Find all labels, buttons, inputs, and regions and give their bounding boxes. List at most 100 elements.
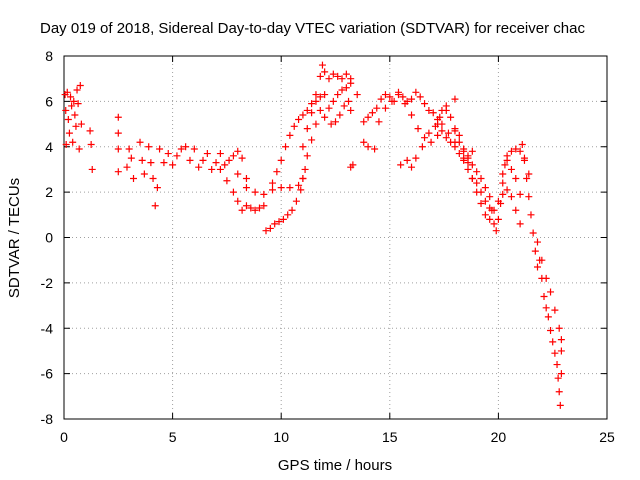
data-point bbox=[269, 186, 277, 194]
data-point bbox=[251, 206, 259, 214]
data-point bbox=[234, 170, 242, 178]
data-point bbox=[447, 138, 455, 146]
data-point bbox=[149, 175, 157, 183]
data-point bbox=[442, 106, 450, 114]
data-point bbox=[553, 361, 561, 369]
data-point bbox=[266, 224, 274, 232]
data-point bbox=[273, 168, 281, 176]
data-point bbox=[492, 227, 500, 235]
data-point bbox=[238, 206, 246, 214]
data-point bbox=[557, 370, 565, 378]
data-point bbox=[67, 93, 75, 101]
data-point bbox=[247, 204, 255, 212]
data-point bbox=[444, 129, 452, 137]
data-point bbox=[160, 159, 168, 167]
data-point bbox=[269, 179, 277, 187]
data-point bbox=[547, 288, 555, 296]
data-point bbox=[464, 165, 472, 173]
data-point bbox=[229, 188, 237, 196]
data-point bbox=[114, 113, 122, 121]
data-point bbox=[455, 138, 463, 146]
data-point bbox=[71, 111, 79, 119]
data-point bbox=[371, 145, 379, 153]
data-point bbox=[501, 161, 509, 169]
data-point bbox=[399, 93, 407, 101]
data-point bbox=[477, 188, 485, 196]
data-point bbox=[364, 143, 372, 151]
data-point bbox=[551, 349, 559, 357]
data-point bbox=[284, 211, 292, 219]
data-point bbox=[125, 145, 133, 153]
data-point bbox=[540, 292, 548, 300]
data-point bbox=[527, 211, 535, 219]
x-tick-label: 25 bbox=[599, 429, 615, 445]
data-point bbox=[375, 118, 383, 126]
data-point bbox=[408, 163, 416, 171]
x-tick-label: 5 bbox=[169, 429, 177, 445]
data-points bbox=[61, 61, 565, 409]
y-tick-label: 2 bbox=[45, 184, 53, 200]
data-point bbox=[555, 324, 563, 332]
data-point bbox=[551, 306, 559, 314]
data-point bbox=[70, 97, 78, 105]
data-point bbox=[507, 165, 515, 173]
data-point bbox=[169, 161, 177, 169]
data-point bbox=[334, 91, 342, 99]
data-point bbox=[303, 152, 311, 160]
data-point bbox=[512, 175, 520, 183]
data-point bbox=[381, 91, 389, 99]
data-point bbox=[242, 202, 250, 210]
data-point bbox=[394, 91, 402, 99]
y-tick-label: 0 bbox=[45, 230, 53, 246]
data-point bbox=[271, 220, 279, 228]
data-point bbox=[288, 206, 296, 214]
data-point bbox=[316, 72, 324, 80]
y-tick-label: -4 bbox=[41, 320, 54, 336]
data-point bbox=[481, 197, 489, 205]
data-point bbox=[195, 163, 203, 171]
data-point bbox=[421, 100, 429, 108]
data-point bbox=[481, 211, 489, 219]
data-point bbox=[251, 188, 259, 196]
data-point bbox=[138, 156, 146, 164]
data-point bbox=[386, 93, 394, 101]
data-point bbox=[434, 131, 442, 139]
data-point bbox=[542, 274, 550, 282]
data-point bbox=[544, 313, 552, 321]
data-point bbox=[455, 150, 463, 158]
data-point bbox=[364, 113, 372, 121]
data-point bbox=[416, 93, 424, 101]
data-point bbox=[347, 79, 355, 87]
data-point bbox=[425, 106, 433, 114]
data-point bbox=[136, 138, 144, 146]
data-point bbox=[338, 86, 346, 94]
data-point bbox=[130, 175, 138, 183]
data-point bbox=[68, 102, 76, 110]
data-point bbox=[436, 113, 444, 121]
data-point bbox=[62, 106, 70, 114]
data-point bbox=[123, 163, 131, 171]
data-point bbox=[529, 229, 537, 237]
data-point bbox=[425, 129, 433, 137]
data-point bbox=[140, 170, 148, 178]
data-point bbox=[64, 116, 72, 124]
data-point bbox=[429, 109, 437, 117]
data-point bbox=[225, 156, 233, 164]
data-point bbox=[460, 147, 468, 155]
x-axis-label: GPS time / hours bbox=[278, 457, 392, 474]
data-point bbox=[373, 104, 381, 112]
data-point bbox=[242, 184, 250, 192]
data-point bbox=[342, 84, 350, 92]
data-point bbox=[554, 374, 562, 382]
data-point bbox=[114, 168, 122, 176]
data-point bbox=[360, 138, 368, 146]
data-point bbox=[145, 143, 153, 151]
data-point bbox=[499, 179, 507, 187]
data-point bbox=[486, 215, 494, 223]
data-point bbox=[397, 161, 405, 169]
data-point bbox=[555, 388, 563, 396]
y-axis-label: SDTVAR / TECUs bbox=[6, 178, 23, 298]
data-point bbox=[503, 186, 511, 194]
data-point bbox=[286, 184, 294, 192]
